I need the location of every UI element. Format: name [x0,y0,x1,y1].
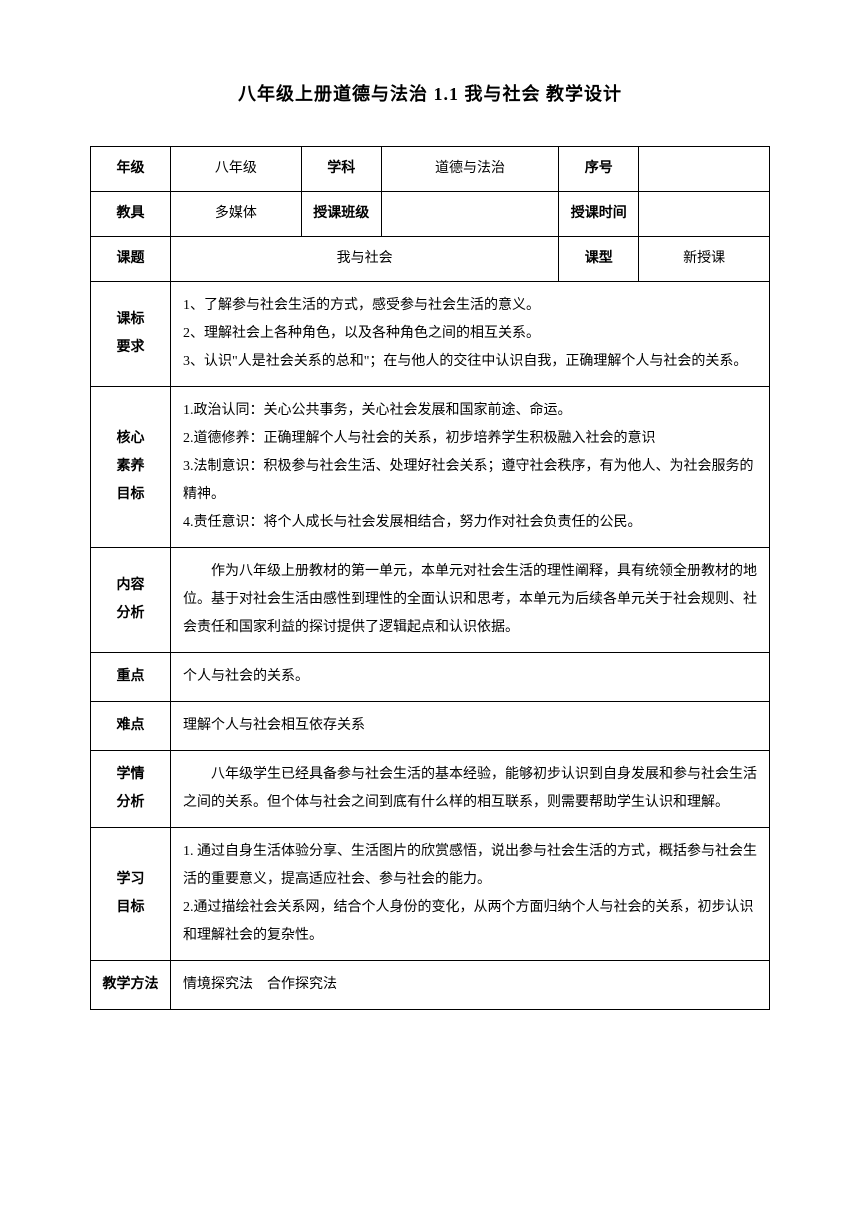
table-row-difficulty: 难点 理解个人与社会相互依存关系 [91,702,770,751]
grade-label: 年级 [91,147,171,192]
core-label: 核心素养目标 [91,387,171,548]
key-label: 重点 [91,653,171,702]
tool-label: 教具 [91,192,171,237]
lesson-plan-table: 年级 八年级 学科 道德与法治 序号 教具 多媒体 授课班级 授课时间 课题 我… [90,146,770,1010]
difficulty-text: 理解个人与社会相互依存关系 [171,702,770,751]
grade-value: 八年级 [171,147,302,192]
content-label: 内容分析 [91,548,171,653]
core-content: 1.政治认同：关心公共事务，关心社会发展和国家前途、命运。 2.道德修养：正确理… [171,387,770,548]
learning-label: 学习目标 [91,828,171,961]
table-row-method: 教学方法 情境探究法 合作探究法 [91,961,770,1010]
core-line4: 4.责任意识：将个人成长与社会发展相结合，努力作对社会负责任的公民。 [183,509,757,537]
type-value: 新授课 [639,237,770,282]
topic-value: 我与社会 [171,237,559,282]
page-title: 八年级上册道德与法治 1.1 我与社会 教学设计 [90,80,770,106]
table-row-key: 重点 个人与社会的关系。 [91,653,770,702]
table-row-header1: 年级 八年级 学科 道德与法治 序号 [91,147,770,192]
standard-line3: 3、认识"人是社会关系的总和"；在与他人的交往中认识自我，正确理解个人与社会的关… [183,348,757,376]
table-row-topic: 课题 我与社会 课型 新授课 [91,237,770,282]
standard-line2: 2、理解社会上各种角色，以及各种角色之间的相互关系。 [183,320,757,348]
table-row-learning: 学习目标 1. 通过自身生活体验分享、生活图片的欣赏感悟，说出参与社会生活的方式… [91,828,770,961]
number-value [639,147,770,192]
tool-value: 多媒体 [171,192,302,237]
core-line1: 1.政治认同：关心公共事务，关心社会发展和国家前途、命运。 [183,397,757,425]
content-paragraph: 作为八年级上册教材的第一单元，本单元对社会生活的理性阐释，具有统领全册教材的地位… [183,558,757,642]
table-row-header2: 教具 多媒体 授课班级 授课时间 [91,192,770,237]
method-label: 教学方法 [91,961,171,1010]
subject-label: 学科 [301,147,381,192]
table-row-core: 核心素养目标 1.政治认同：关心公共事务，关心社会发展和国家前途、命运。 2.道… [91,387,770,548]
content-text: 作为八年级上册教材的第一单元，本单元对社会生活的理性阐释，具有统领全册教材的地位… [171,548,770,653]
learning-line1: 1. 通过自身生活体验分享、生活图片的欣赏感悟，说出参与社会生活的方式，概括参与… [183,838,757,894]
learning-line2: 2.通过描绘社会关系网，结合个人身份的变化，从两个方面归纳个人与社会的关系，初步… [183,894,757,950]
student-label: 学情分析 [91,751,171,828]
method-text: 情境探究法 合作探究法 [171,961,770,1010]
subject-value: 道德与法治 [381,147,558,192]
table-row-student: 学情分析 八年级学生已经具备参与社会生活的基本经验，能够初步认识到自身发展和参与… [91,751,770,828]
time-value [639,192,770,237]
number-label: 序号 [559,147,639,192]
time-label: 授课时间 [559,192,639,237]
topic-label: 课题 [91,237,171,282]
core-line3: 3.法制意识：积极参与社会生活、处理好社会关系；遵守社会秩序，有为他人、为社会服… [183,453,757,509]
table-row-standard: 课标要求 1、了解参与社会生活的方式，感受参与社会生活的意义。 2、理解社会上各… [91,282,770,387]
class-label: 授课班级 [301,192,381,237]
student-paragraph: 八年级学生已经具备参与社会生活的基本经验，能够初步认识到自身发展和参与社会生活之… [183,761,757,817]
key-text: 个人与社会的关系。 [171,653,770,702]
standard-content: 1、了解参与社会生活的方式，感受参与社会生活的意义。 2、理解社会上各种角色，以… [171,282,770,387]
standard-label: 课标要求 [91,282,171,387]
learning-content: 1. 通过自身生活体验分享、生活图片的欣赏感悟，说出参与社会生活的方式，概括参与… [171,828,770,961]
core-line2: 2.道德修养：正确理解个人与社会的关系，初步培养学生积极融入社会的意识 [183,425,757,453]
class-value [381,192,558,237]
type-label: 课型 [559,237,639,282]
difficulty-label: 难点 [91,702,171,751]
table-row-content: 内容分析 作为八年级上册教材的第一单元，本单元对社会生活的理性阐释，具有统领全册… [91,548,770,653]
student-text: 八年级学生已经具备参与社会生活的基本经验，能够初步认识到自身发展和参与社会生活之… [171,751,770,828]
standard-line1: 1、了解参与社会生活的方式，感受参与社会生活的意义。 [183,292,757,320]
